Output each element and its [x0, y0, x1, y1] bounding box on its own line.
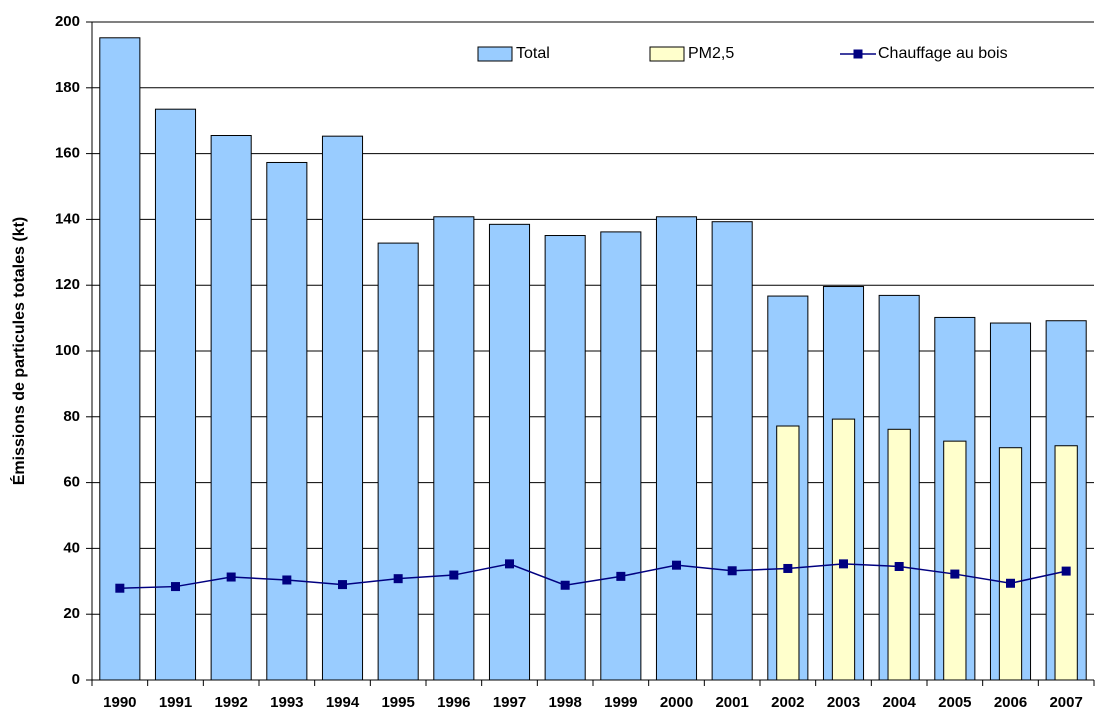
- y-tick-label: 120: [55, 276, 80, 293]
- y-axis-title: Émissions de particules totales (kt): [9, 217, 28, 486]
- marker: [894, 561, 904, 571]
- y-tick-label: 40: [63, 539, 80, 556]
- y-tick-label: 100: [55, 342, 80, 359]
- y-tick-label: 140: [55, 210, 80, 227]
- line: [119, 563, 1067, 589]
- x-tick-label: 2007: [1049, 694, 1082, 711]
- x-tick-label: 1993: [270, 694, 303, 711]
- bar: [831, 418, 856, 681]
- bar: [321, 135, 364, 681]
- marker: [1006, 578, 1015, 588]
- x-tick-label: 2002: [771, 694, 804, 711]
- legend-marker: [853, 49, 863, 59]
- marker: [616, 571, 626, 581]
- bar: [99, 37, 141, 681]
- marker: [226, 572, 236, 582]
- bar: [655, 216, 698, 681]
- bar: [210, 135, 252, 681]
- y-tick-label: 200: [55, 13, 80, 30]
- x-tick-label: 2000: [660, 694, 693, 711]
- marker: [171, 582, 180, 592]
- bar: [776, 425, 800, 681]
- bar: [154, 108, 197, 681]
- y-tick-label: 180: [55, 79, 80, 96]
- legend-label: Chauffage au bois: [878, 45, 1008, 62]
- bar: [943, 440, 967, 681]
- bar: [544, 235, 586, 681]
- x-tick-label: 1995: [381, 694, 414, 711]
- bar: [1054, 445, 1078, 681]
- marker: [393, 574, 403, 584]
- legend-swatch: [649, 46, 685, 62]
- legend-label: Total: [516, 45, 550, 62]
- legend-label: PM2,5: [688, 45, 734, 62]
- bar: [266, 161, 308, 681]
- bar: [711, 221, 753, 681]
- x-tick-label: 1992: [214, 694, 247, 711]
- bar: [600, 231, 642, 681]
- marker: [950, 569, 960, 579]
- marker: [560, 580, 570, 590]
- x-tick-label: 2005: [938, 694, 971, 711]
- x-tick-label: 2006: [994, 694, 1027, 711]
- marker: [115, 583, 125, 593]
- marker: [727, 566, 737, 576]
- x-tick-label: 2004: [882, 694, 916, 711]
- marker: [449, 570, 459, 580]
- y-tick-label: 20: [63, 605, 80, 622]
- marker: [505, 559, 514, 569]
- bar: [377, 242, 419, 681]
- x-tick-label: 1990: [103, 694, 136, 711]
- x-tick-label: 1998: [548, 694, 581, 711]
- x-tick-label: 1999: [604, 694, 637, 711]
- y-tick-label: 60: [63, 474, 80, 491]
- marker: [783, 563, 793, 573]
- x-tick-label: 1997: [493, 694, 526, 711]
- x-tick-label: 1996: [437, 694, 470, 711]
- x-tick-label: 2003: [827, 694, 860, 711]
- y-tick-label: 80: [63, 408, 80, 425]
- bar: [998, 447, 1023, 681]
- bar: [488, 223, 531, 681]
- legend-swatch: [477, 46, 513, 62]
- y-tick-label: 0: [72, 671, 80, 688]
- marker: [1061, 566, 1071, 576]
- x-tick-label: 1991: [159, 694, 192, 711]
- marker: [338, 580, 347, 590]
- x-tick-label: 2001: [715, 694, 748, 711]
- marker: [672, 560, 681, 570]
- x-tick-label: 1994: [326, 694, 360, 711]
- y-tick-label: 160: [55, 145, 80, 162]
- bar: [433, 216, 475, 681]
- marker: [282, 575, 292, 585]
- bar: [887, 428, 911, 681]
- marker: [839, 559, 848, 569]
